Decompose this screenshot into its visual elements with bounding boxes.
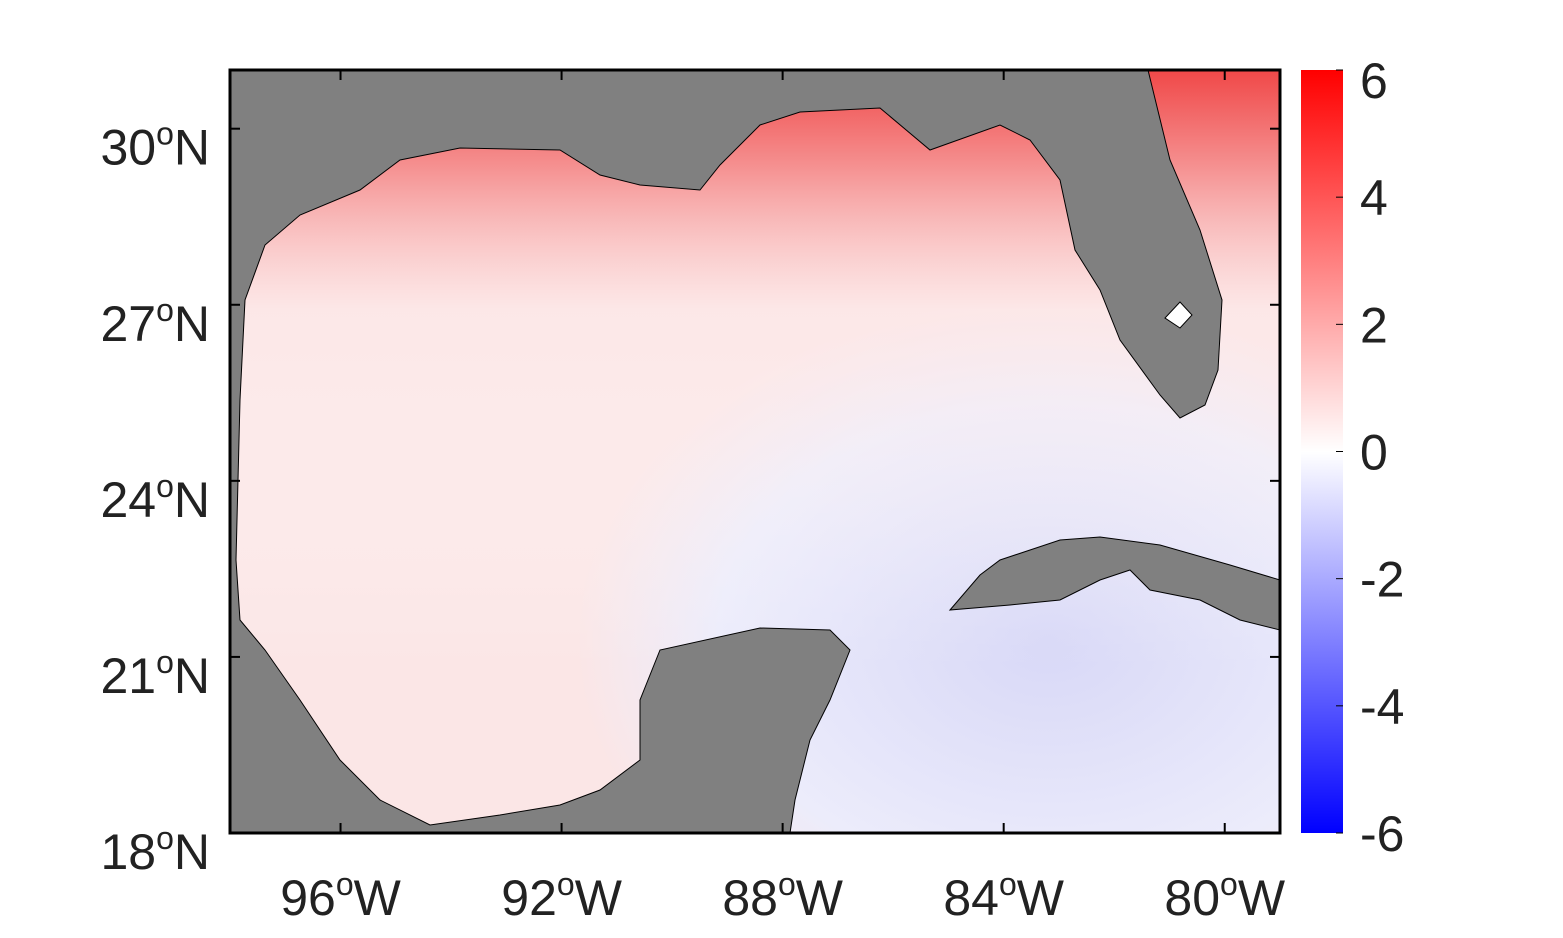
degree-sign: o: [156, 292, 174, 328]
colorbar-tick-label: 0: [1360, 425, 1388, 481]
degree-sign: o: [156, 116, 174, 152]
tick-number: 21: [100, 648, 156, 704]
colorbar-tick-label: 6: [1360, 53, 1388, 109]
tick-label: 30oN: [100, 116, 210, 176]
land: [230, 70, 1223, 833]
hemisphere: W: [354, 870, 402, 926]
colorbar-tick-label: 4: [1360, 170, 1388, 226]
tick-number: 27: [100, 296, 156, 352]
hemisphere: N: [174, 120, 210, 176]
tick-number: 96: [280, 870, 336, 926]
degree-sign: o: [156, 644, 174, 680]
degree-sign: o: [156, 820, 174, 856]
degree-sign: o: [156, 468, 174, 504]
hemisphere: N: [174, 472, 210, 528]
tick-number: 88: [722, 870, 778, 926]
tick-label: 80oW: [1164, 866, 1285, 926]
hemisphere: N: [174, 648, 210, 704]
tick-label: 21oN: [100, 644, 210, 704]
degree-sign: o: [778, 866, 796, 902]
tick-number: 30: [100, 120, 156, 176]
degree-sign: o: [999, 866, 1017, 902]
hemisphere: W: [1238, 870, 1286, 926]
lake: [1164, 301, 1193, 329]
colorbar-tick-label: -4: [1360, 679, 1404, 735]
map-field: [230, 70, 1280, 833]
tick-label: 88oW: [722, 866, 843, 926]
hemisphere: W: [796, 870, 844, 926]
hemisphere: N: [174, 824, 210, 880]
tick-number: 24: [100, 472, 156, 528]
tick-number: 84: [943, 870, 999, 926]
plot-frame: [228, 68, 1282, 835]
hemisphere: W: [1017, 870, 1065, 926]
colorbar-tick-label: -6: [1360, 806, 1404, 862]
degree-sign: o: [336, 866, 354, 902]
tick-label: 27oN: [100, 292, 210, 352]
tick-label: 96oW: [280, 866, 401, 926]
degree-sign: o: [557, 866, 575, 902]
cuba: [948, 536, 1280, 631]
tick-number: 18: [100, 824, 156, 880]
tick-label: 92oW: [501, 866, 622, 926]
hemisphere: N: [174, 296, 210, 352]
colorbar-tick-label: -2: [1360, 552, 1404, 608]
tick-number: 80: [1164, 870, 1220, 926]
tick-label: 84oW: [943, 866, 1064, 926]
tick-label: 24oN: [100, 468, 210, 528]
tick-label: 18oN: [100, 820, 210, 880]
hemisphere: W: [575, 870, 623, 926]
tick-number: 92: [501, 870, 557, 926]
colorbar-tick-label: 2: [1360, 297, 1388, 353]
degree-sign: o: [1220, 866, 1238, 902]
